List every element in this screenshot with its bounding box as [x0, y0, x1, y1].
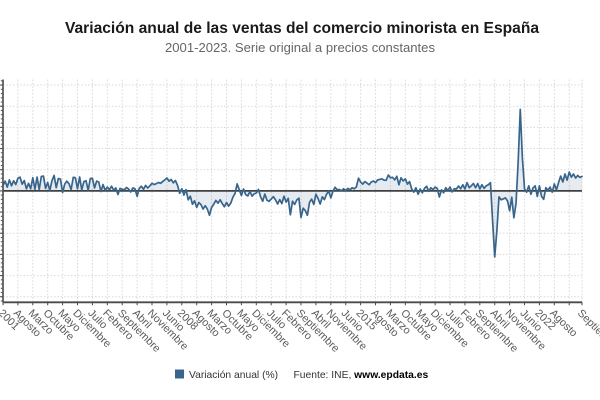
svg-text:2001-2023. Serie original a pr: 2001-2023. Serie original a precios cons…: [165, 40, 435, 55]
svg-text:Variación anual (%): Variación anual (%): [189, 370, 278, 381]
svg-text:Fuente: INE, www.epdata.es: Fuente: INE, www.epdata.es: [294, 370, 429, 381]
svg-text:Variación anual de las ventas: Variación anual de las ventas del comerc…: [65, 20, 539, 37]
